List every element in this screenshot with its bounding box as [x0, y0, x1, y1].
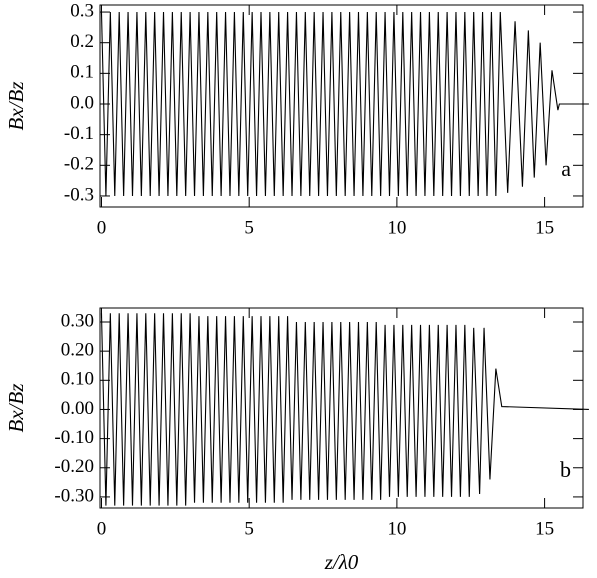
x-tick-label: 10 — [387, 217, 406, 238]
y-tick-label: 0.30 — [61, 310, 94, 331]
data-line — [100, 313, 589, 506]
x-tick-label: 0 — [97, 518, 107, 539]
y-tick-label: 0.2 — [70, 31, 94, 52]
x-tick-label: 5 — [244, 518, 254, 539]
y-axis-label: Bx/Bz — [4, 82, 28, 131]
data-line — [100, 12, 589, 196]
y-tick-label: 0.1 — [70, 62, 94, 83]
y-tick-label: -0.3 — [64, 184, 94, 205]
x-tick-label: 15 — [535, 518, 554, 539]
y-axis-label: Bx/Bz — [4, 384, 28, 433]
x-tick-label: 15 — [535, 217, 554, 238]
plot-frame — [99, 4, 584, 208]
x-tick-label: 5 — [244, 217, 254, 238]
y-tick-label: 0.3 — [70, 0, 94, 21]
panel-annotation: a — [561, 156, 571, 181]
y-tick-label: 0.0 — [70, 92, 94, 113]
y-tick-label: -0.2 — [64, 154, 94, 175]
y-tick-label: 0.10 — [61, 369, 94, 390]
y-tick-label: -0.30 — [54, 485, 94, 506]
y-tick-label: 0.20 — [61, 340, 94, 361]
y-tick-label: -0.10 — [54, 427, 94, 448]
y-tick-label: -0.20 — [54, 456, 94, 477]
x-axis-label: z/λ0 — [324, 550, 359, 574]
y-tick-label: 0.00 — [61, 398, 94, 419]
x-tick-label: 10 — [387, 518, 406, 539]
y-tick-label: -0.1 — [64, 123, 94, 144]
panel-annotation: b — [560, 457, 571, 482]
x-tick-label: 0 — [97, 217, 107, 238]
plot-frame — [99, 307, 584, 509]
